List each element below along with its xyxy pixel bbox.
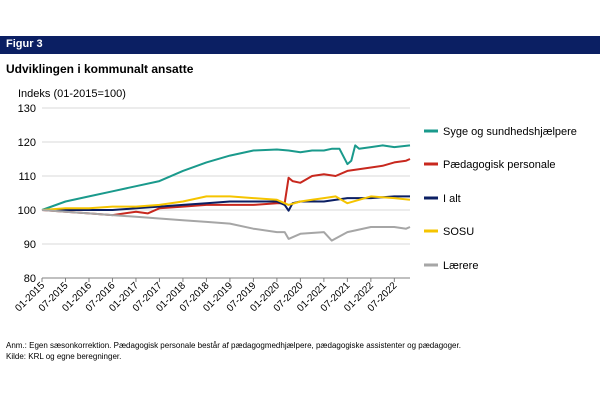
series-line-laerere bbox=[41, 209, 411, 242]
note-text: Anm.: Egen sæsonkorrektion. Pædagogisk p… bbox=[6, 341, 461, 350]
legend-item-syge: Syge og sundhedshjælpere bbox=[424, 126, 577, 138]
y-tick-label: 80 bbox=[24, 273, 36, 285]
line-chart: Indeks (01-2015=100) 80 90 100 110 120 130 01… bbox=[13, 88, 577, 314]
legend-label: I alt bbox=[443, 193, 461, 205]
legend-item-laerere: Lærere bbox=[424, 260, 478, 272]
legend-item-sosu: SOSU bbox=[424, 226, 474, 238]
figure-label-bar: Figur 3 bbox=[0, 36, 600, 54]
chart-title: Udviklingen i kommunalt ansatte bbox=[6, 62, 194, 76]
x-axis-ticks: 01-201507-201501-201607-201601-201707-20… bbox=[13, 278, 400, 314]
legend-item-paed: Pædagogisk personale bbox=[424, 159, 556, 171]
legend-label: SOSU bbox=[443, 226, 474, 238]
y-tick-label: 100 bbox=[18, 205, 36, 217]
legend: Syge og sundhedshjælpere Pædagogisk perso… bbox=[424, 126, 577, 272]
y-tick-label: 90 bbox=[24, 239, 36, 251]
source-text: Kilde: KRL og egne beregninger. bbox=[6, 352, 122, 361]
legend-label: Syge og sundhedshjælpere bbox=[443, 126, 577, 138]
figure-label: Figur 3 bbox=[6, 38, 43, 50]
series-line-syge bbox=[41, 144, 411, 211]
legend-item-ialt: I alt bbox=[424, 193, 461, 205]
series-line-paed bbox=[41, 158, 411, 217]
series-line-sosu bbox=[41, 195, 411, 211]
legend-label: Lærere bbox=[443, 260, 478, 272]
y-axis-label: Indeks (01-2015=100) bbox=[18, 88, 126, 100]
series-lines bbox=[41, 144, 411, 242]
y-tick-label: 120 bbox=[18, 137, 36, 149]
legend-label: Pædagogisk personale bbox=[443, 159, 556, 171]
y-axis-ticks: 80 90 100 110 120 130 bbox=[18, 103, 36, 285]
y-tick-label: 110 bbox=[18, 171, 36, 183]
series-line-ialt bbox=[42, 195, 410, 212]
y-tick-label: 130 bbox=[18, 103, 36, 115]
notes: Anm.: Egen sæsonkorrektion. Pædagogisk p… bbox=[6, 340, 461, 362]
gridlines bbox=[42, 107, 410, 279]
